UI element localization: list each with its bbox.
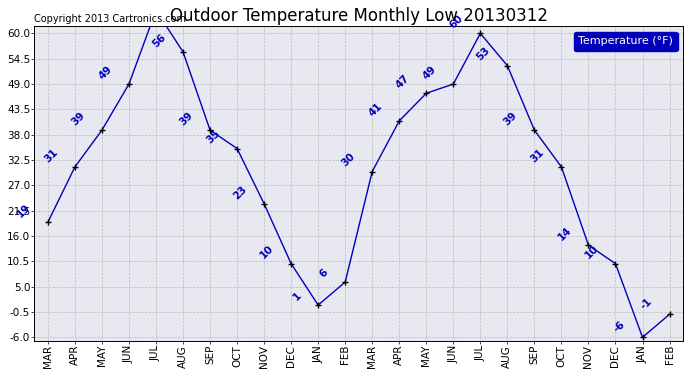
- Legend: Temperature (°F): Temperature (°F): [574, 32, 678, 51]
- Text: 14: 14: [555, 225, 573, 243]
- Text: 23: 23: [232, 184, 249, 201]
- Text: 60: 60: [448, 13, 465, 31]
- Text: 31: 31: [529, 147, 546, 164]
- Text: 41: 41: [366, 101, 384, 118]
- Text: 47: 47: [393, 73, 411, 90]
- Text: 19: 19: [15, 202, 32, 219]
- Text: 1: 1: [290, 290, 303, 302]
- Text: 49: 49: [421, 64, 438, 81]
- Text: 39: 39: [177, 110, 195, 128]
- Text: 49: 49: [97, 64, 114, 81]
- Text: 10: 10: [259, 243, 276, 261]
- Text: Copyright 2013 Cartronics.com: Copyright 2013 Cartronics.com: [34, 14, 186, 24]
- Text: 35: 35: [204, 128, 221, 146]
- Text: 56: 56: [150, 32, 168, 49]
- Text: 6: 6: [317, 267, 330, 279]
- Title: Outdoor Temperature Monthly Low 20130312: Outdoor Temperature Monthly Low 20130312: [170, 7, 548, 25]
- Text: 10: 10: [583, 243, 600, 261]
- Text: 39: 39: [502, 110, 519, 128]
- Text: 53: 53: [475, 45, 492, 63]
- Text: 31: 31: [42, 147, 59, 164]
- Text: -6: -6: [612, 320, 627, 334]
- Text: -1: -1: [639, 296, 654, 312]
- Text: 39: 39: [70, 110, 87, 128]
- Text: 30: 30: [339, 152, 357, 169]
- Text: 65: 65: [0, 374, 1, 375]
